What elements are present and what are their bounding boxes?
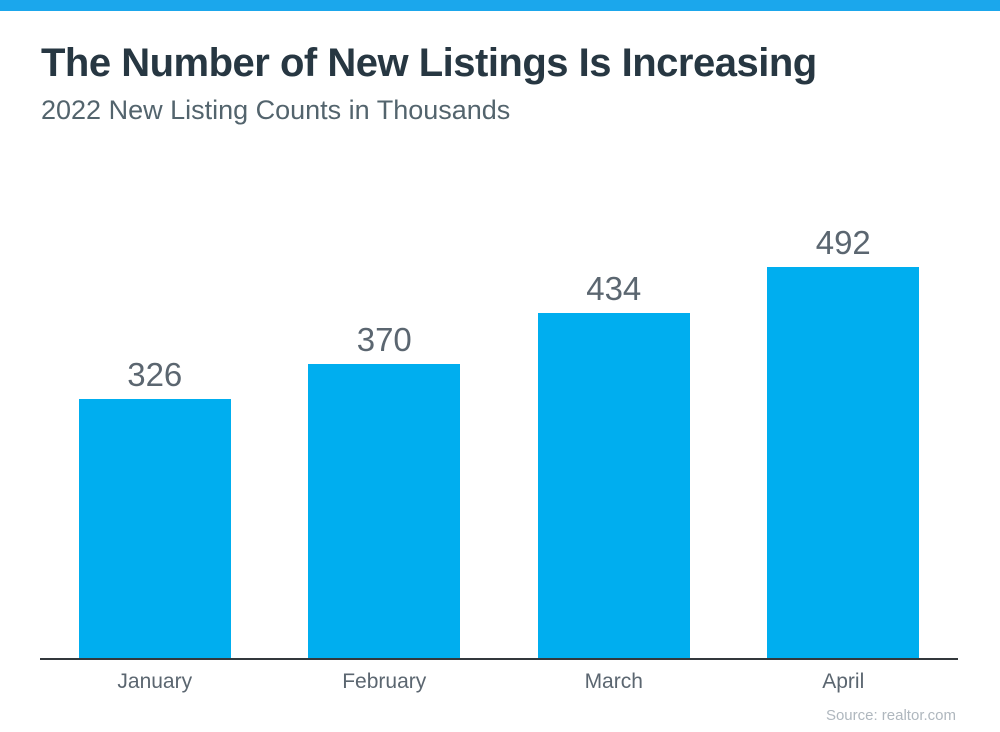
bar [537, 313, 690, 658]
bar [78, 399, 231, 658]
x-axis-label: January [117, 670, 193, 693]
x-axis-label: February [342, 670, 427, 693]
bar [767, 267, 920, 658]
chart-title: The Number of New Listings Is Increasing [41, 41, 817, 85]
x-axis-labels: January February March April [40, 669, 958, 694]
top-accent-stripe [0, 0, 1000, 11]
bar [308, 364, 461, 658]
bar-group: 326 [40, 165, 270, 658]
bar-value-label: 434 [586, 270, 642, 307]
bar-value-label: 492 [815, 224, 871, 261]
source-attribution: Source: realtor.com [825, 707, 956, 724]
bar-group: 492 [729, 165, 959, 658]
chart-header: The Number of New Listings Is Increasing… [41, 40, 817, 126]
bar-value-label: 326 [127, 356, 183, 393]
bar-chart-plot: 326 370 434 492 [40, 165, 958, 660]
x-axis-label: March [584, 670, 643, 693]
bar-group: 434 [499, 165, 729, 658]
chart-subtitle: 2022 New Listing Counts in Thousands [41, 95, 511, 125]
bar-group: 370 [270, 165, 500, 658]
x-axis-label: April [822, 670, 865, 693]
bar-value-label: 370 [356, 321, 412, 358]
